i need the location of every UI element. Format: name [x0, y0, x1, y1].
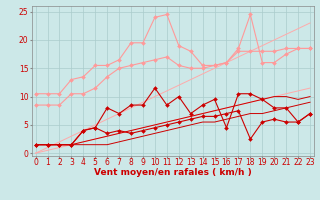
X-axis label: Vent moyen/en rafales ( km/h ): Vent moyen/en rafales ( km/h )	[94, 168, 252, 177]
